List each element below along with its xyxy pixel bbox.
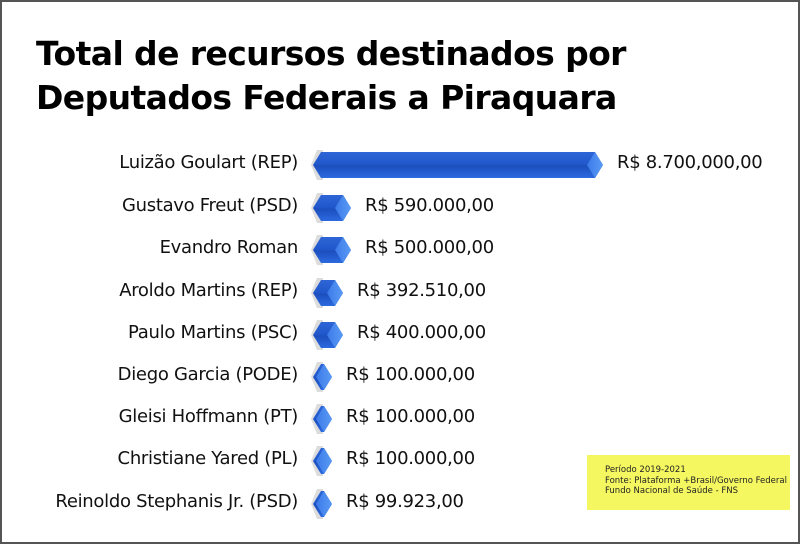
bar-end-cap [316, 364, 332, 390]
bar-end-cap [316, 491, 332, 517]
bar-row: Evandro Roman R$ 500.000,00 [2, 229, 798, 269]
bar [311, 193, 353, 223]
bar-category-label: Luizão Goulart (REP) [119, 152, 298, 173]
bar-end-cap [327, 280, 343, 306]
bar-value-label: R$ 100.000,00 [346, 406, 475, 427]
source-note: Período 2019-2021 Fonte: Plataforma +Bra… [587, 455, 790, 510]
bar [311, 362, 334, 392]
bar-value-label: R$ 500.000,00 [365, 237, 494, 258]
bar-end-cap [327, 322, 343, 348]
bar-row: Gleisi Hoffmann (PT) R$ 100.000,00 [2, 398, 798, 438]
bar-end-cap [335, 195, 351, 221]
bar-end-cap [316, 406, 332, 432]
bar-category-label: Aroldo Martins (REP) [119, 280, 298, 301]
note-fund: Fundo Nacional de Saúde - FNS [605, 486, 739, 496]
bar-end-cap [316, 448, 332, 474]
bar [311, 235, 353, 265]
bar-category-label: Paulo Martins (PSC) [128, 322, 298, 343]
bar-body [313, 152, 603, 178]
bar [311, 150, 605, 180]
bar [311, 489, 334, 519]
title-line-1: Total de recursos destinados por [36, 34, 626, 73]
bar-value-label: R$ 99.923,00 [346, 491, 464, 512]
bar [311, 278, 345, 308]
bar-row: Luizão Goulart (REP) R$ 8.700,000,00 [2, 144, 798, 184]
bar-value-label: R$ 100.000,00 [346, 364, 475, 385]
bar-value-label: R$ 8.700,000,00 [617, 152, 763, 173]
bar-value-label: R$ 392.510,00 [357, 280, 486, 301]
bar-end-cap [335, 237, 351, 263]
chart-title: Total de recursos destinados por Deputad… [36, 32, 626, 120]
bar-value-label: R$ 590.000,00 [365, 195, 494, 216]
bar-row: Gustavo Freut (PSD) R$ 590.000,00 [2, 187, 798, 227]
bar-end-cap [587, 152, 603, 178]
bar [311, 446, 334, 476]
bar-category-label: Gustavo Freut (PSD) [121, 195, 298, 216]
bar-category-label: Gleisi Hoffmann (PT) [118, 406, 299, 427]
title-line-2: Deputados Federais a Piraquara [36, 78, 617, 117]
bar [311, 404, 334, 434]
bar-row: Reinoldo Stephanis Jr. (PSD) R$ 99.923,00 [2, 483, 798, 523]
bar-category-label: Diego Garcia (PODE) [117, 364, 299, 385]
bar-row: Christiane Yared (PL) R$ 100.000,00 [2, 440, 798, 480]
note-period: Período 2019-2021 [605, 465, 686, 475]
bar-row: Aroldo Martins (REP) R$ 392.510,00 [2, 272, 798, 312]
bar-category-label: Reinoldo Stephanis Jr. (PSD) [55, 491, 298, 512]
note-source: Fonte: Plataforma +Brasil/Governo Federa… [605, 475, 787, 486]
bar-row: Diego Garcia (PODE) R$ 100.000,00 [2, 356, 798, 396]
bar-value-label: R$ 400.000,00 [357, 322, 486, 343]
bar-category-label: Christiane Yared (PL) [117, 448, 299, 469]
bar-category-label: Evandro Roman [159, 237, 299, 258]
bar-value-label: R$ 100.000,00 [346, 448, 475, 469]
bar-row: Paulo Martins (PSC) R$ 400.000,00 [2, 314, 798, 354]
bar [311, 320, 345, 350]
